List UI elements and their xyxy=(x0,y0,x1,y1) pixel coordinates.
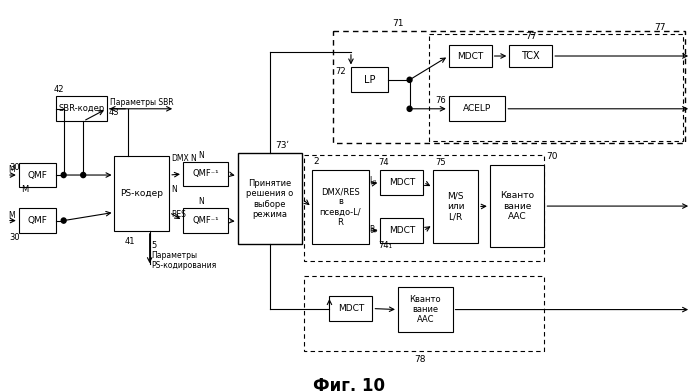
Bar xyxy=(510,45,552,67)
Circle shape xyxy=(61,172,66,178)
Text: LP: LP xyxy=(364,75,376,85)
Bar xyxy=(351,67,388,92)
Text: M: M xyxy=(8,165,15,174)
Text: 76: 76 xyxy=(435,96,446,105)
Bar xyxy=(398,287,452,332)
Text: Кванто
вание
AAC: Кванто вание AAC xyxy=(410,295,441,325)
Bar xyxy=(237,153,302,244)
Text: 42: 42 xyxy=(54,84,64,93)
Text: 30: 30 xyxy=(9,163,20,172)
Bar xyxy=(449,96,505,121)
Text: M: M xyxy=(8,211,15,220)
Text: 5: 5 xyxy=(151,241,157,250)
Text: MDCT: MDCT xyxy=(389,178,415,187)
Bar xyxy=(19,208,56,233)
Text: MDCT: MDCT xyxy=(457,52,483,61)
Text: ACELP: ACELP xyxy=(463,104,491,113)
Text: Параметры: Параметры xyxy=(151,251,198,260)
Text: PS-кодирования: PS-кодирования xyxy=(151,260,217,269)
Text: Принятие
решения о
выборе
режима: Принятие решения о выборе режима xyxy=(246,179,293,219)
Text: TCX: TCX xyxy=(521,51,540,61)
Text: 74₁: 74₁ xyxy=(378,241,392,250)
Text: 41: 41 xyxy=(124,237,135,246)
Bar xyxy=(329,296,373,321)
Bar xyxy=(380,219,423,243)
Text: 71: 71 xyxy=(392,20,403,29)
Bar xyxy=(312,170,369,244)
Text: 77: 77 xyxy=(525,32,536,41)
Text: 78: 78 xyxy=(415,355,426,364)
Bar xyxy=(429,34,683,141)
Text: MDCT: MDCT xyxy=(338,304,364,313)
Text: 72: 72 xyxy=(335,67,346,76)
Text: Фиг. 10: Фиг. 10 xyxy=(313,377,385,391)
Text: Кванто
вание
AAC: Кванто вание AAC xyxy=(500,191,534,221)
Text: 70: 70 xyxy=(547,152,558,161)
Bar xyxy=(490,165,544,248)
Text: 30: 30 xyxy=(9,233,20,242)
Text: RES: RES xyxy=(171,210,186,219)
Text: PS-кодер: PS-кодер xyxy=(120,189,163,198)
Text: 77: 77 xyxy=(654,23,665,32)
Text: N: N xyxy=(191,154,196,163)
Text: M/S
или
L/R: M/S или L/R xyxy=(447,192,464,221)
Text: Rₚ: Rₚ xyxy=(369,225,378,234)
Text: QMF⁻¹: QMF⁻¹ xyxy=(192,169,218,179)
Bar xyxy=(56,96,107,121)
Circle shape xyxy=(61,218,66,223)
Bar xyxy=(380,170,423,195)
Text: N: N xyxy=(198,151,205,160)
Bar xyxy=(433,170,478,243)
Text: 2: 2 xyxy=(314,157,320,166)
Text: N: N xyxy=(198,197,205,206)
Text: 73ʹ: 73ʹ xyxy=(275,140,289,149)
Circle shape xyxy=(407,106,412,111)
Text: 74: 74 xyxy=(378,158,389,167)
Bar xyxy=(183,161,228,187)
Text: DMX/RES
в
псевдо-L/
R: DMX/RES в псевдо-L/ R xyxy=(320,187,361,227)
Text: MDCT: MDCT xyxy=(389,226,415,235)
Text: M: M xyxy=(21,185,28,194)
Circle shape xyxy=(81,172,86,178)
Text: SBR-кодер: SBR-кодер xyxy=(58,104,105,113)
Text: 75: 75 xyxy=(435,158,445,167)
Text: QMF: QMF xyxy=(27,216,47,225)
Text: Lₚ: Lₚ xyxy=(369,176,377,185)
Bar xyxy=(183,208,228,233)
Bar xyxy=(114,156,169,231)
Text: DMX: DMX xyxy=(171,154,189,163)
Bar xyxy=(19,163,56,187)
Circle shape xyxy=(407,77,412,83)
Text: N: N xyxy=(171,185,177,194)
Text: QMF: QMF xyxy=(27,170,47,179)
Bar xyxy=(449,45,491,67)
Bar xyxy=(334,31,685,143)
Bar xyxy=(304,155,544,261)
Text: 43: 43 xyxy=(109,108,119,117)
Bar xyxy=(304,276,544,351)
Text: QMF⁻¹: QMF⁻¹ xyxy=(192,216,218,225)
Text: Параметры SBR: Параметры SBR xyxy=(110,98,173,107)
